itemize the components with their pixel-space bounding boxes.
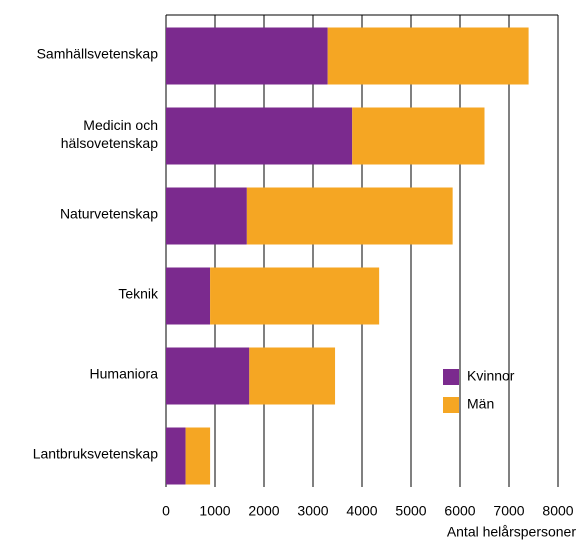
legend-swatch: [443, 397, 459, 413]
y-tick-label: Naturvetenskap: [60, 206, 158, 222]
bar-segment: [166, 27, 328, 85]
x-tick-label: 5000: [395, 503, 426, 519]
bar-segment: [166, 347, 250, 405]
y-tick-label: Samhällsvetenskap: [37, 46, 159, 62]
legend-label: Män: [467, 396, 494, 412]
legend-label: Kvinnor: [467, 368, 515, 384]
bar-segment: [249, 347, 336, 405]
x-tick-label: 7000: [493, 503, 524, 519]
bar-segment: [166, 107, 353, 165]
bar-segment: [166, 267, 211, 325]
y-tick-label: Lantbruksvetenskap: [33, 446, 159, 462]
y-tick-label: Medicin och hälsovetenskap: [61, 117, 159, 151]
bar-segment: [166, 187, 247, 245]
x-tick-label: 6000: [444, 503, 475, 519]
bar-segment: [166, 427, 186, 485]
legend-swatch: [443, 369, 459, 385]
x-tick-label: 2000: [248, 503, 279, 519]
y-tick-label: Humaniora: [90, 366, 159, 382]
x-axis-title: Antal helårspersoner: [447, 524, 577, 540]
bar-segment: [327, 27, 529, 85]
x-tick-label: 0: [162, 503, 170, 519]
x-tick-label: 1000: [199, 503, 230, 519]
x-tick-label: 3000: [297, 503, 328, 519]
bar-segment: [185, 427, 211, 485]
bar-segment: [210, 267, 380, 325]
bar-segment: [246, 187, 453, 245]
x-tick-label: 4000: [346, 503, 377, 519]
y-tick-label: Teknik: [118, 286, 159, 302]
bar-segment: [352, 107, 485, 165]
x-tick-label: 8000: [542, 503, 573, 519]
